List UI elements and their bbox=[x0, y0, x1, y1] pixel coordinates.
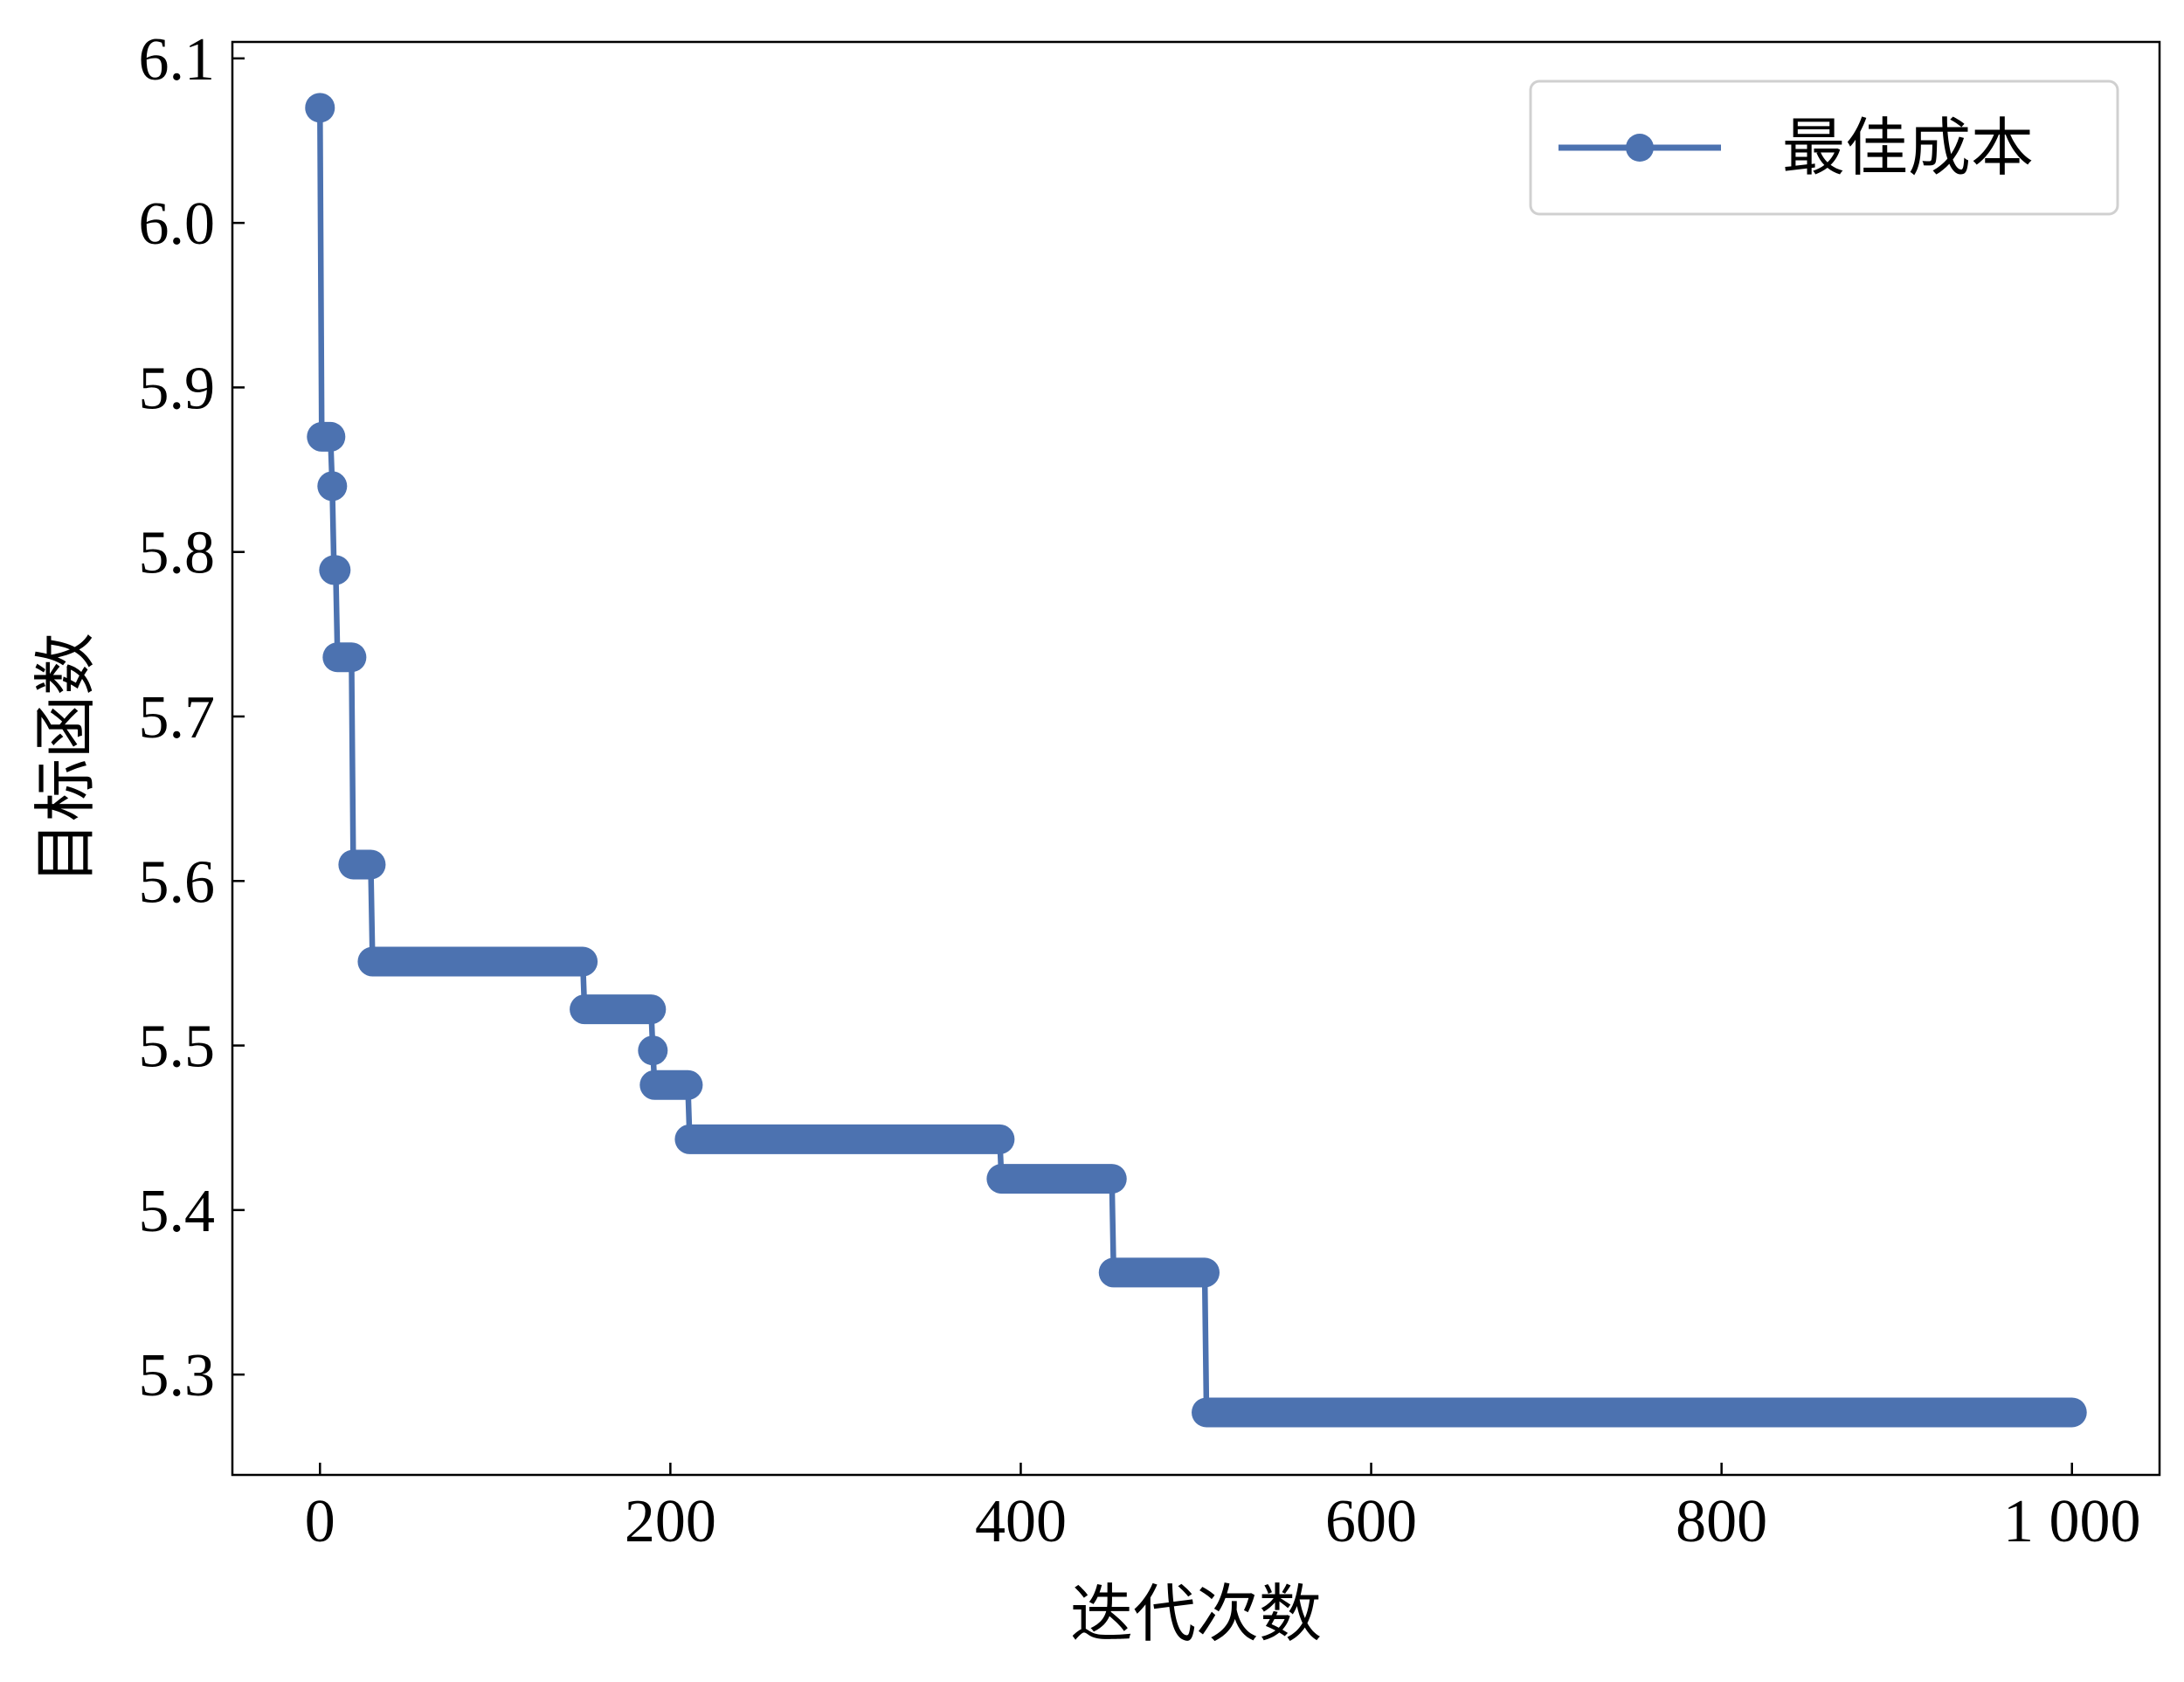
legend: 最佳成本 bbox=[1529, 80, 2119, 216]
y-tick-label: 5.3 bbox=[139, 1342, 216, 1409]
x-tick-label: 200 bbox=[625, 1488, 716, 1555]
x-tick-label: 1 000 bbox=[2003, 1488, 2141, 1555]
x-axis: 0 200 400 600 800 1 000 bbox=[305, 1463, 2141, 1555]
series-best-cost bbox=[305, 93, 2087, 1428]
y-tick-label: 6.0 bbox=[139, 190, 216, 258]
x-tick-label: 0 bbox=[305, 1488, 335, 1555]
y-tick-label: 5.8 bbox=[139, 520, 216, 587]
x-axis-label: 迭代次数 bbox=[1070, 1580, 1322, 1650]
y-tick-label: 5.9 bbox=[139, 355, 216, 422]
x-tick-label: 800 bbox=[1676, 1488, 1767, 1555]
y-tick-label: 5.4 bbox=[139, 1178, 216, 1245]
plot-frame bbox=[231, 40, 2161, 1477]
y-tick-label: 5.6 bbox=[139, 848, 216, 916]
y-axis-label: 目标函数 bbox=[31, 633, 101, 884]
legend-label: 最佳成本 bbox=[1782, 114, 2034, 183]
legend-box bbox=[1529, 80, 2119, 216]
x-tick-label: 600 bbox=[1325, 1488, 1417, 1555]
x-tick-label: 400 bbox=[975, 1488, 1067, 1555]
y-tick-label: 5.7 bbox=[139, 684, 216, 751]
y-tick-label: 5.5 bbox=[139, 1014, 216, 1081]
y-tick-label: 6.1 bbox=[139, 26, 216, 93]
series-line bbox=[317, 107, 2072, 1416]
y-axis: 5.3 5.4 5.5 5.6 5.7 5.8 5.9 6.0 6.1 bbox=[139, 26, 245, 1409]
legend-marker bbox=[1626, 134, 1654, 162]
